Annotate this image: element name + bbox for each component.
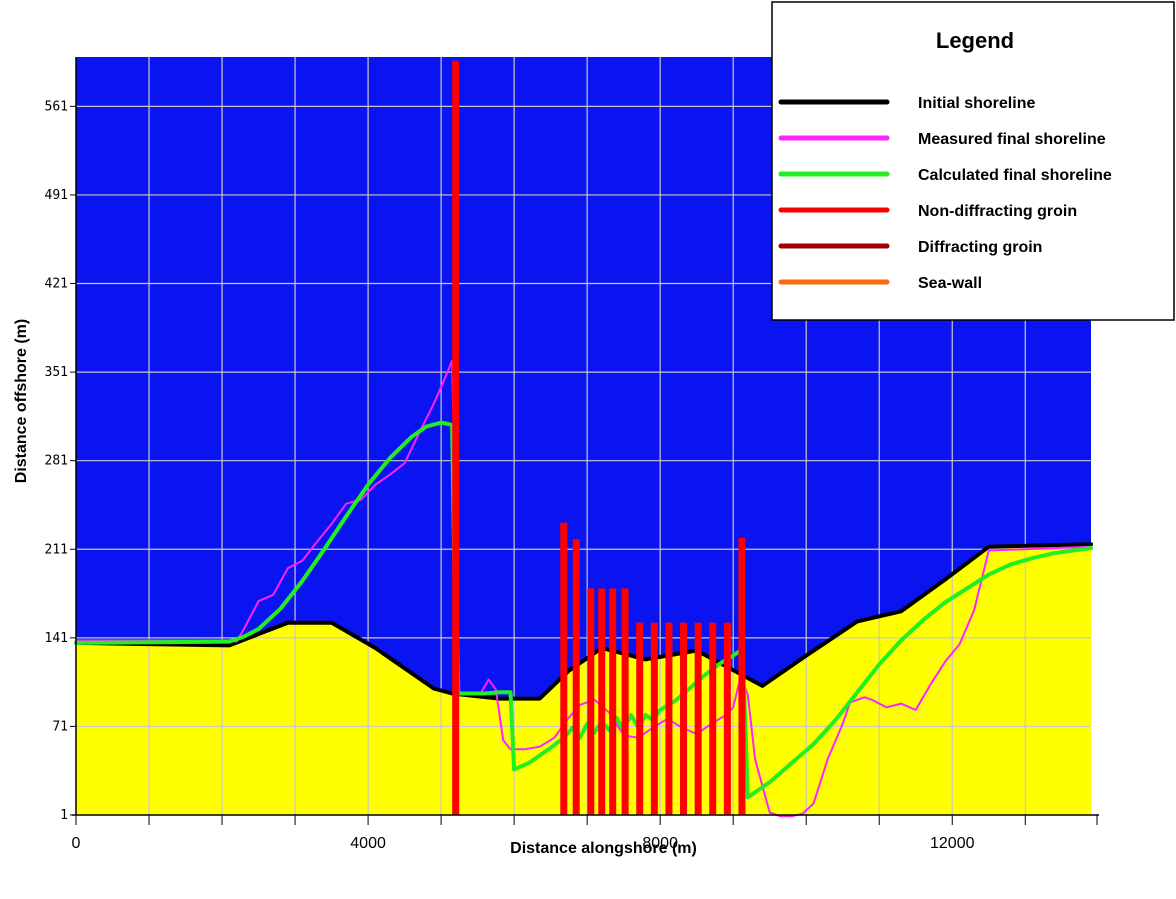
groin-bar [621,588,629,815]
y-tick-label: 71 [52,719,68,734]
groins [452,60,746,815]
groin-bar [665,622,673,815]
groin-bar [680,622,688,815]
groin-bar [609,588,617,815]
legend-items: Initial shoreline Measured final shorelin… [778,95,1112,292]
axes: 1 71 141 211 281 351 421 491 561 0 4000 8000 12000 [45,57,1099,852]
groin-bar [738,537,746,815]
legend-title: Legend [936,28,1014,53]
y-tick-label: 421 [45,277,68,292]
y-tick-label: 491 [45,188,68,203]
series-line-initial-shoreline [74,542,1093,701]
y-tick-label: 1 [60,808,68,823]
land-area [76,544,1091,815]
groin-bar [694,622,702,815]
groin-bar [560,522,568,815]
legend-label: Calculated final shoreline [918,167,1112,184]
groin-bar [587,588,595,815]
groin-bar [572,539,580,815]
x-tick-label: 8000 [642,835,678,852]
groin-bar [723,622,731,815]
groin-bar [452,60,460,815]
x-tick-label: 0 [72,835,81,852]
groin-bar [709,622,717,815]
legend-label: Initial shoreline [918,95,1035,112]
legend-label: Measured final shoreline [918,131,1106,148]
groin-bar [636,622,644,815]
legend: Legend Initial shoreline Measured final s… [771,1,1175,321]
legend-box [771,1,1175,321]
legend-label: Sea-wall [918,275,982,292]
y-tick-label: 211 [45,542,68,557]
groin-bar [650,622,658,815]
x-tick-label: 12000 [930,835,975,852]
legend-label: Non-diffracting groin [918,203,1077,220]
y-tick-label: 141 [45,631,68,646]
x-tick-label: 4000 [350,835,386,852]
y-tick-label: 561 [45,99,68,114]
x-axis-title: Distance alongshore (m) [510,840,697,857]
y-tick-label: 281 [45,454,68,469]
legend-label: Diffracting groin [918,239,1042,256]
y-tick-label: 351 [45,365,68,380]
y-axis-title: Distance offshore (m) [13,319,30,483]
groin-bar [598,588,606,815]
